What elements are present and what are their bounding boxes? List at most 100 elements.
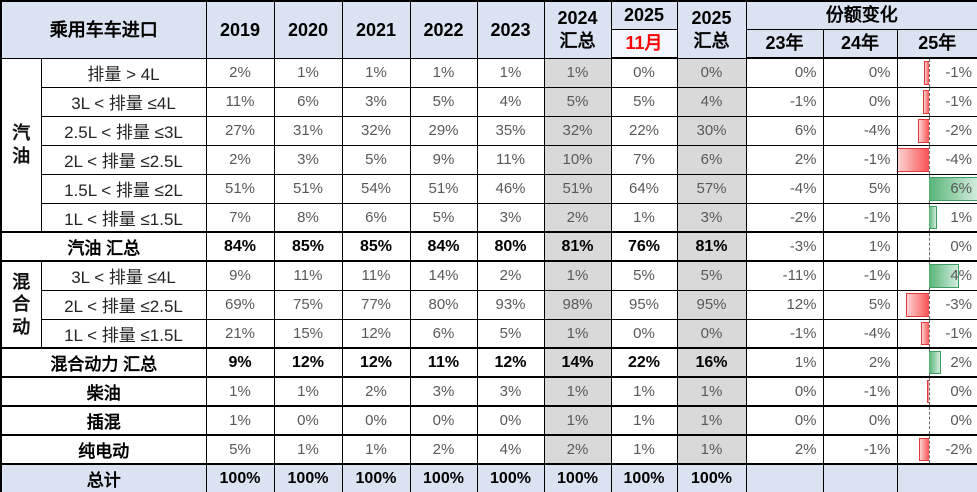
value-cell[interactable]: 1% [476, 57, 545, 88]
value-cell[interactable]: 1% [341, 57, 411, 88]
change-cell[interactable]: 1% [745, 347, 824, 378]
value-cell[interactable]: 5% [610, 86, 678, 117]
change-cell[interactable]: 12% [745, 289, 824, 320]
value-cell[interactable]: 0% [610, 57, 678, 88]
value-cell[interactable]: 1% [610, 202, 678, 233]
value-cell[interactable]: 100% [676, 463, 747, 492]
value-cell[interactable]: 22% [610, 115, 678, 146]
value-cell[interactable]: 51% [409, 173, 478, 204]
value-cell[interactable]: 10% [543, 144, 612, 175]
value-cell[interactable]: 35% [476, 115, 545, 146]
value-cell[interactable]: 2% [409, 434, 478, 465]
value-cell[interactable]: 2% [476, 260, 545, 291]
change-cell[interactable]: -3% [745, 231, 824, 262]
change-cell[interactable]: -4% [822, 318, 898, 349]
header-share-23[interactable]: 23年 [745, 28, 824, 59]
change-cell[interactable]: -1% [822, 144, 898, 175]
header-2025-total[interactable]: 2025 汇总 [676, 0, 747, 59]
value-cell[interactable]: 1% [543, 376, 612, 407]
value-cell[interactable]: 16% [676, 347, 747, 378]
value-cell[interactable]: 6% [273, 86, 343, 117]
value-cell[interactable]: 1% [273, 57, 343, 88]
value-cell[interactable]: 84% [205, 231, 275, 262]
category-label[interactable]: 2L < 排量 ≤2.5L [40, 144, 207, 175]
change-cell[interactable]: 0% [822, 86, 898, 117]
change-cell[interactable]: 0% [822, 405, 898, 436]
databar-cell[interactable]: -4% [896, 144, 977, 175]
databar-cell[interactable]: -1% [896, 86, 977, 117]
value-cell[interactable]: 85% [341, 231, 411, 262]
group-label[interactable]: 汽 油 [0, 57, 42, 233]
value-cell[interactable]: 1% [676, 376, 747, 407]
value-cell[interactable]: 1% [610, 434, 678, 465]
value-cell[interactable]: 5% [205, 434, 275, 465]
value-cell[interactable]: 5% [341, 144, 411, 175]
change-cell[interactable]: 6% [745, 115, 824, 146]
value-cell[interactable]: 2% [205, 144, 275, 175]
value-cell[interactable]: 1% [273, 376, 343, 407]
value-cell[interactable]: 51% [273, 173, 343, 204]
value-cell[interactable]: 11% [273, 260, 343, 291]
change-cell[interactable]: 5% [822, 173, 898, 204]
change-cell[interactable]: -1% [745, 86, 824, 117]
value-cell[interactable]: 93% [476, 289, 545, 320]
value-cell[interactable]: 9% [205, 260, 275, 291]
value-cell[interactable]: 14% [409, 260, 478, 291]
value-cell[interactable]: 100% [205, 463, 275, 492]
value-cell[interactable]: 4% [676, 86, 747, 117]
value-cell[interactable]: 1% [409, 57, 478, 88]
change-cell[interactable]: 5% [822, 289, 898, 320]
value-cell[interactable]: 5% [610, 260, 678, 291]
databar-cell[interactable]: -3% [896, 289, 977, 320]
value-cell[interactable]: 7% [205, 202, 275, 233]
change-cell[interactable]: 0% [822, 57, 898, 88]
change-cell[interactable]: -1% [745, 318, 824, 349]
value-cell[interactable]: 85% [273, 231, 343, 262]
value-cell[interactable]: 27% [205, 115, 275, 146]
value-cell[interactable]: 6% [409, 318, 478, 349]
value-cell[interactable]: 100% [273, 463, 343, 492]
header-2025-month-year[interactable]: 2025 [610, 0, 678, 30]
value-cell[interactable]: 0% [676, 57, 747, 88]
value-cell[interactable]: 15% [273, 318, 343, 349]
header-year-2020[interactable]: 2020 [273, 0, 343, 59]
databar-cell[interactable]: 4% [896, 260, 977, 291]
value-cell[interactable]: 6% [341, 202, 411, 233]
category-label[interactable]: 插混 [0, 405, 207, 436]
category-label[interactable]: 1L < 排量 ≤1.5L [40, 202, 207, 233]
value-cell[interactable]: 75% [273, 289, 343, 320]
value-cell[interactable]: 11% [341, 260, 411, 291]
category-label[interactable]: 总计 [0, 463, 207, 492]
value-cell[interactable]: 31% [273, 115, 343, 146]
value-cell[interactable]: 4% [476, 434, 545, 465]
databar-cell[interactable]: -1% [896, 318, 977, 349]
value-cell[interactable]: 5% [409, 202, 478, 233]
header-share-change[interactable]: 份额变化 [745, 0, 977, 30]
databar-cell[interactable]: 0% [896, 376, 977, 407]
value-cell[interactable]: 100% [476, 463, 545, 492]
change-cell[interactable] [745, 463, 824, 492]
category-label[interactable]: 3L < 排量 ≤4L [40, 260, 207, 291]
value-cell[interactable]: 7% [610, 144, 678, 175]
category-label[interactable]: 柴油 [0, 376, 207, 407]
value-cell[interactable]: 80% [476, 231, 545, 262]
value-cell[interactable]: 0% [409, 405, 478, 436]
value-cell[interactable]: 1% [341, 434, 411, 465]
value-cell[interactable]: 1% [610, 376, 678, 407]
header-2024-total[interactable]: 2024 汇总 [543, 0, 612, 59]
change-cell[interactable]: -1% [822, 260, 898, 291]
value-cell[interactable]: 80% [409, 289, 478, 320]
value-cell[interactable]: 32% [543, 115, 612, 146]
databar-cell[interactable]: -2% [896, 115, 977, 146]
value-cell[interactable]: 98% [543, 289, 612, 320]
category-label[interactable]: 1L < 排量 ≤1.5L [40, 318, 207, 349]
value-cell[interactable]: 2% [543, 434, 612, 465]
value-cell[interactable]: 81% [676, 231, 747, 262]
value-cell[interactable]: 29% [409, 115, 478, 146]
value-cell[interactable]: 9% [205, 347, 275, 378]
value-cell[interactable]: 9% [409, 144, 478, 175]
value-cell[interactable]: 1% [543, 405, 612, 436]
change-cell[interactable] [822, 463, 898, 492]
value-cell[interactable]: 11% [476, 144, 545, 175]
value-cell[interactable]: 8% [273, 202, 343, 233]
